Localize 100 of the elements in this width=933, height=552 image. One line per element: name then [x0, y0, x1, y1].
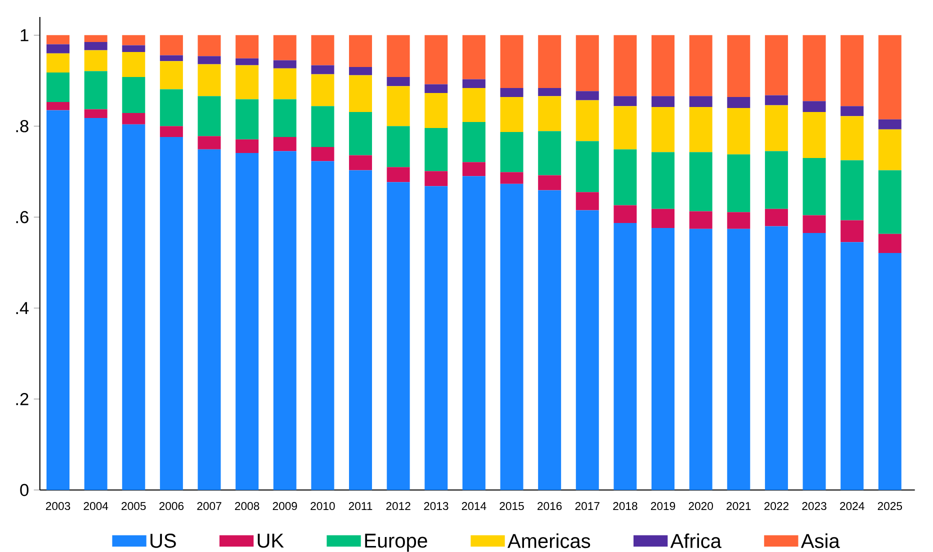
x-tick-label: 2014: [462, 502, 486, 510]
bar: [840, 242, 864, 490]
bar: [727, 212, 750, 229]
x-tick-label: 2006: [159, 502, 184, 510]
bar: [46, 102, 70, 110]
bar: [273, 35, 296, 60]
bar: [84, 71, 108, 110]
bar: [652, 228, 675, 490]
bar: [500, 35, 524, 88]
bar: [462, 35, 486, 80]
x-tick-label: 2013: [424, 502, 448, 510]
bar: [878, 119, 902, 130]
bar: [122, 35, 146, 46]
y-tick-label: 0: [20, 484, 28, 496]
bar: [689, 35, 712, 96]
legend-label: Americas: [508, 533, 590, 548]
bar: [727, 154, 750, 212]
bar: [614, 96, 637, 106]
bar: [462, 88, 486, 122]
bar: [349, 35, 372, 68]
x-tick-label: 2025: [878, 502, 902, 510]
bar: [160, 126, 183, 138]
bar: [462, 79, 486, 88]
bar: [311, 147, 334, 162]
bar: [764, 105, 788, 152]
x-tick-label: 2009: [272, 502, 297, 510]
bar: [840, 35, 864, 106]
bar: [160, 61, 183, 90]
bar: [160, 137, 183, 490]
bar: [46, 53, 70, 72]
bar: [349, 75, 372, 112]
x-tick-label: 2021: [726, 502, 751, 510]
x-tick-label: 2023: [802, 502, 826, 510]
bar: [500, 97, 524, 132]
bar: [386, 35, 410, 78]
bar: [236, 152, 259, 490]
bar: [727, 228, 750, 490]
bar: [764, 151, 788, 209]
bar: [727, 108, 750, 154]
bar: [802, 215, 826, 234]
bar: [386, 126, 410, 168]
bar: [727, 35, 750, 98]
bar: [614, 149, 637, 206]
bar: [273, 68, 296, 100]
bar: [538, 35, 562, 88]
bar: [840, 106, 864, 116]
bar: [349, 67, 372, 76]
bar: [236, 35, 259, 58]
bar: [122, 77, 146, 113]
bar: [764, 95, 788, 106]
bar: [349, 155, 372, 170]
bar: [538, 131, 562, 176]
bar: [198, 149, 221, 490]
x-tick-label: 2020: [688, 502, 713, 510]
bar: [878, 35, 902, 120]
x-tick-label: 2008: [235, 502, 260, 510]
bar: [614, 223, 637, 490]
bar: [198, 136, 221, 150]
bar: [462, 176, 486, 490]
y-tick-label: .8: [16, 120, 28, 132]
bar: [802, 35, 826, 102]
bar: [576, 210, 599, 490]
bar: [122, 124, 146, 490]
bar: [576, 141, 599, 192]
bar: [652, 152, 675, 209]
bar: [311, 35, 334, 66]
bar: [424, 92, 448, 128]
bar: [424, 84, 448, 93]
bar: [802, 112, 826, 158]
bar: [386, 86, 410, 126]
bar: [689, 211, 712, 229]
x-tick-label: 2010: [310, 502, 335, 510]
bar: [122, 45, 146, 52]
bar: [273, 60, 296, 68]
bar: [198, 56, 221, 64]
y-tick-label: .2: [16, 392, 28, 406]
bar: [840, 160, 864, 220]
bar: [349, 170, 372, 490]
bar: [198, 35, 221, 56]
x-tick-label: 2016: [538, 502, 562, 510]
bar: [764, 35, 788, 96]
bar: [424, 171, 448, 186]
bar: [538, 190, 562, 490]
bar: [840, 220, 864, 242]
x-tick-label: 2018: [613, 502, 638, 510]
bar: [160, 35, 183, 56]
bar: [802, 101, 826, 112]
legend-label: Europe: [365, 534, 428, 552]
y-tick-label: 1: [20, 29, 28, 42]
bar: [576, 91, 599, 100]
x-tick-label: 2011: [348, 502, 372, 510]
y-tick-label: .6: [16, 210, 28, 224]
bar: [878, 234, 902, 254]
bar: [273, 151, 296, 490]
bar: [689, 107, 712, 152]
bar: [311, 106, 334, 148]
bar: [84, 35, 108, 42]
bar: [764, 208, 788, 226]
x-tick-label: 2012: [386, 502, 410, 510]
bar: [84, 42, 108, 50]
